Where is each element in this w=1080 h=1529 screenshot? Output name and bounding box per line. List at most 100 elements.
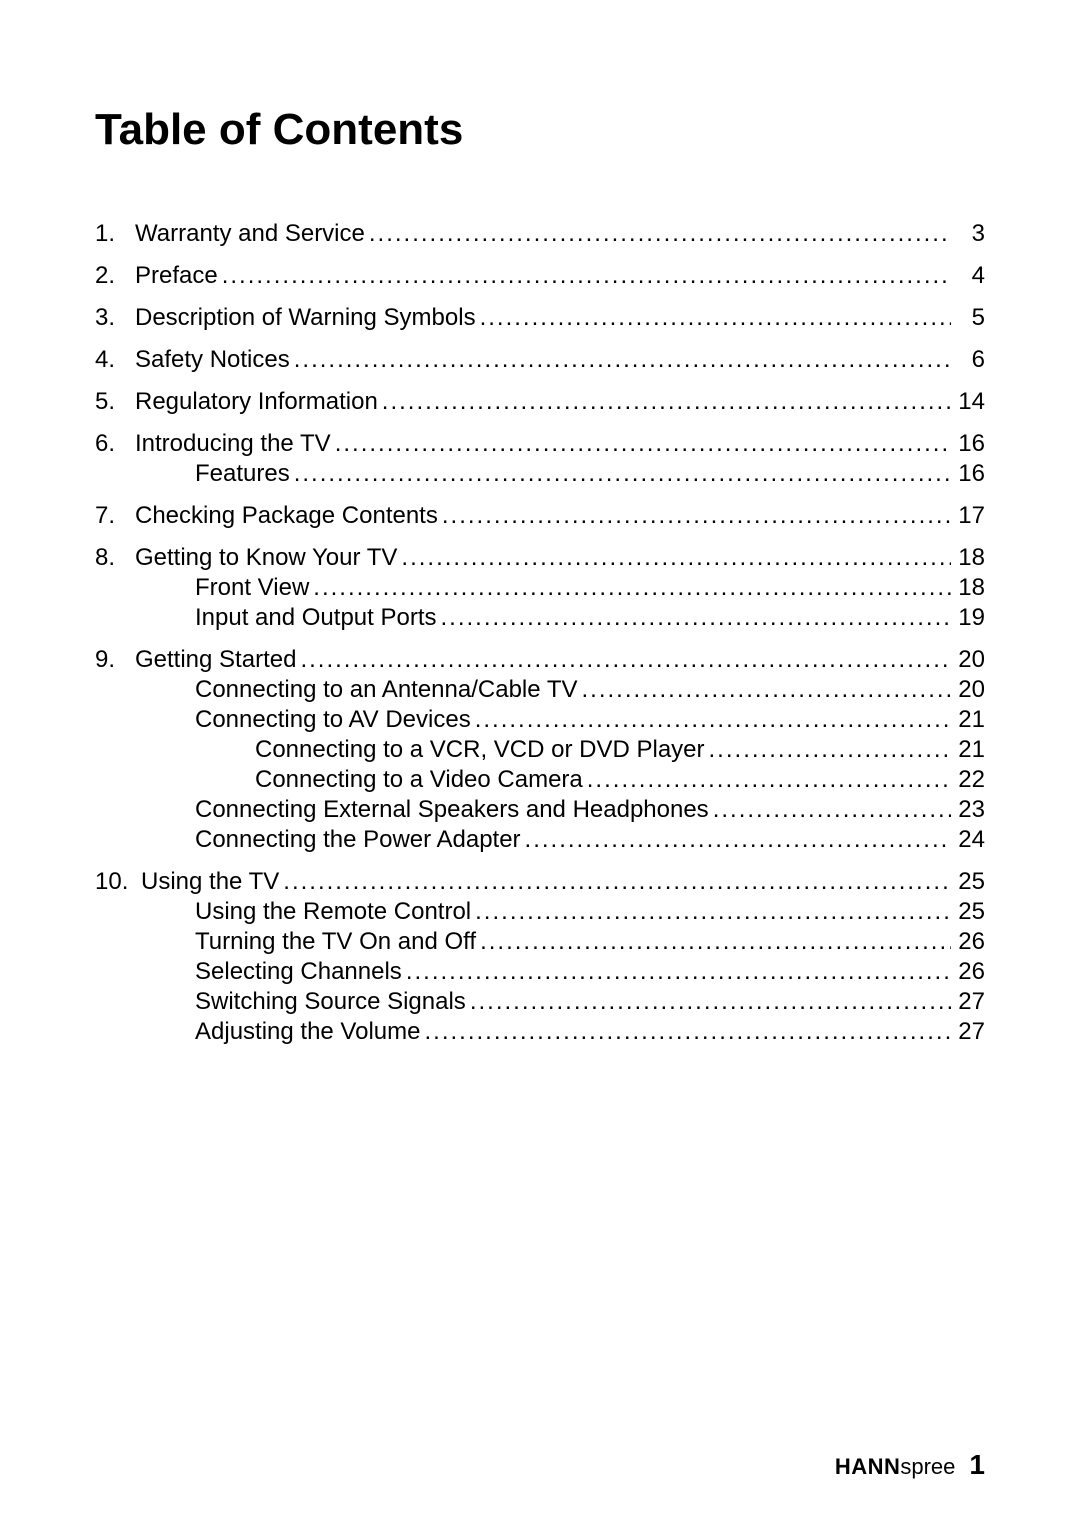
toc-group: 10.Using the TV 25Using the Remote Contr… <box>95 868 985 1046</box>
toc-list: 1.Warranty and Service 3 2.Preface 4 3.Des… <box>95 220 985 1046</box>
toc-dots <box>300 646 951 674</box>
toc-number: 6. <box>95 430 135 458</box>
toc-line: 5.Regulatory Information 14 <box>95 388 985 416</box>
toc-entry: Turning the TV On and Off 26 <box>95 928 985 956</box>
toc-line: Input and Output Ports 19 <box>95 604 985 632</box>
toc-group: 8.Getting to Know Your TV 18Front View18… <box>95 544 985 632</box>
toc-dots <box>442 502 951 530</box>
footer: HANNspree 1 <box>835 1449 985 1481</box>
toc-label: Connecting to a Video Camera <box>255 766 583 794</box>
toc-entry: 3.Description of Warning Symbols 5 <box>95 304 985 332</box>
toc-entry: Features16 <box>95 460 985 488</box>
toc-entry: Input and Output Ports 19 <box>95 604 985 632</box>
toc-page: 26 <box>955 928 985 956</box>
toc-line: Front View18 <box>95 574 985 602</box>
toc-dots <box>335 430 951 458</box>
toc-line: Connecting External Speakers and Headpho… <box>95 796 985 824</box>
toc-entry: 8.Getting to Know Your TV 18 <box>95 544 985 572</box>
toc-dots <box>369 220 951 248</box>
toc-page: 24 <box>955 826 985 854</box>
toc-entry: 5.Regulatory Information 14 <box>95 388 985 416</box>
toc-page: 26 <box>955 958 985 986</box>
toc-number: 8. <box>95 544 135 572</box>
toc-entry: Using the Remote Control 25 <box>95 898 985 926</box>
toc-entry: Connecting to an Antenna/Cable TV 20 <box>95 676 985 704</box>
toc-entry: Connecting the Power Adapter 24 <box>95 826 985 854</box>
toc-label: Regulatory Information <box>135 388 378 416</box>
toc-dots <box>294 346 951 374</box>
toc-line: 2.Preface 4 <box>95 262 985 290</box>
brand-label: HANNspree <box>835 1454 956 1480</box>
toc-page: 21 <box>955 706 985 734</box>
toc-group: 6.Introducing the TV16Features16 <box>95 430 985 488</box>
toc-number: 2. <box>95 262 135 290</box>
toc-dots <box>424 1018 951 1046</box>
toc-entry: 9.Getting Started 20 <box>95 646 985 674</box>
toc-label: Input and Output Ports <box>195 604 437 632</box>
toc-entry: 4.Safety Notices 6 <box>95 346 985 374</box>
toc-page: 20 <box>955 646 985 674</box>
toc-page: 20 <box>955 676 985 704</box>
toc-dots <box>480 928 951 956</box>
toc-entry: 1.Warranty and Service 3 <box>95 220 985 248</box>
toc-line: Connecting the Power Adapter 24 <box>95 826 985 854</box>
toc-number: 9. <box>95 646 135 674</box>
toc-page: 6 <box>955 346 985 374</box>
toc-number: 1. <box>95 220 135 248</box>
toc-label: Front View <box>195 574 309 602</box>
toc-label: Getting to Know Your TV <box>135 544 397 572</box>
toc-entry: 2.Preface 4 <box>95 262 985 290</box>
toc-entry: Adjusting the Volume 27 <box>95 1018 985 1046</box>
toc-page: 5 <box>955 304 985 332</box>
toc-line: Features16 <box>95 460 985 488</box>
toc-line: Switching Source Signals 27 <box>95 988 985 1016</box>
toc-line: Selecting Channels 26 <box>95 958 985 986</box>
toc-entry: Connecting to AV Devices21 <box>95 706 985 734</box>
toc-page: 23 <box>955 796 985 824</box>
toc-dots <box>480 304 951 332</box>
toc-line: 4.Safety Notices 6 <box>95 346 985 374</box>
toc-page: 4 <box>955 262 985 290</box>
toc-dots <box>406 958 951 986</box>
toc-number: 4. <box>95 346 135 374</box>
toc-dots <box>582 676 952 704</box>
toc-dots <box>283 868 951 896</box>
toc-page: 22 <box>955 766 985 794</box>
toc-entry: 7.Checking Package Contents 17 <box>95 502 985 530</box>
toc-line: Connecting to a Video Camera 22 <box>95 766 985 794</box>
toc-dots <box>713 796 951 824</box>
toc-label: Connecting to a VCR, VCD or DVD Player <box>255 736 705 764</box>
toc-line: 7.Checking Package Contents 17 <box>95 502 985 530</box>
toc-entry: Front View18 <box>95 574 985 602</box>
toc-label: Getting Started <box>135 646 296 674</box>
toc-group: 9.Getting Started20Connecting to an Ante… <box>95 646 985 854</box>
toc-label: Connecting External Speakers and Headpho… <box>195 796 709 824</box>
toc-line: Adjusting the Volume 27 <box>95 1018 985 1046</box>
toc-page: 16 <box>955 460 985 488</box>
toc-label: Connecting to an Antenna/Cable TV <box>195 676 578 704</box>
page-title: Table of Contents <box>95 105 985 155</box>
page-number: 1 <box>969 1449 985 1481</box>
toc-page: 25 <box>955 898 985 926</box>
toc-line: Connecting to AV Devices21 <box>95 706 985 734</box>
toc-entry: 6.Introducing the TV16 <box>95 430 985 458</box>
toc-dots <box>587 766 951 794</box>
toc-line: 3.Description of Warning Symbols 5 <box>95 304 985 332</box>
toc-label: Description of Warning Symbols <box>135 304 476 332</box>
toc-dots <box>294 460 951 488</box>
toc-label: Safety Notices <box>135 346 290 374</box>
toc-entry: Connecting External Speakers and Headpho… <box>95 796 985 824</box>
toc-number: 3. <box>95 304 135 332</box>
toc-dots <box>222 262 951 290</box>
toc-label: Switching Source Signals <box>195 988 466 1016</box>
toc-line: Turning the TV On and Off 26 <box>95 928 985 956</box>
toc-label: Turning the TV On and Off <box>195 928 476 956</box>
toc-dots <box>313 574 951 602</box>
toc-dots <box>401 544 951 572</box>
toc-number: 10. <box>95 868 141 896</box>
toc-label: Preface <box>135 262 218 290</box>
toc-dots <box>441 604 952 632</box>
toc-page: 27 <box>955 1018 985 1046</box>
toc-line: Connecting to an Antenna/Cable TV 20 <box>95 676 985 704</box>
toc-page: 19 <box>955 604 985 632</box>
